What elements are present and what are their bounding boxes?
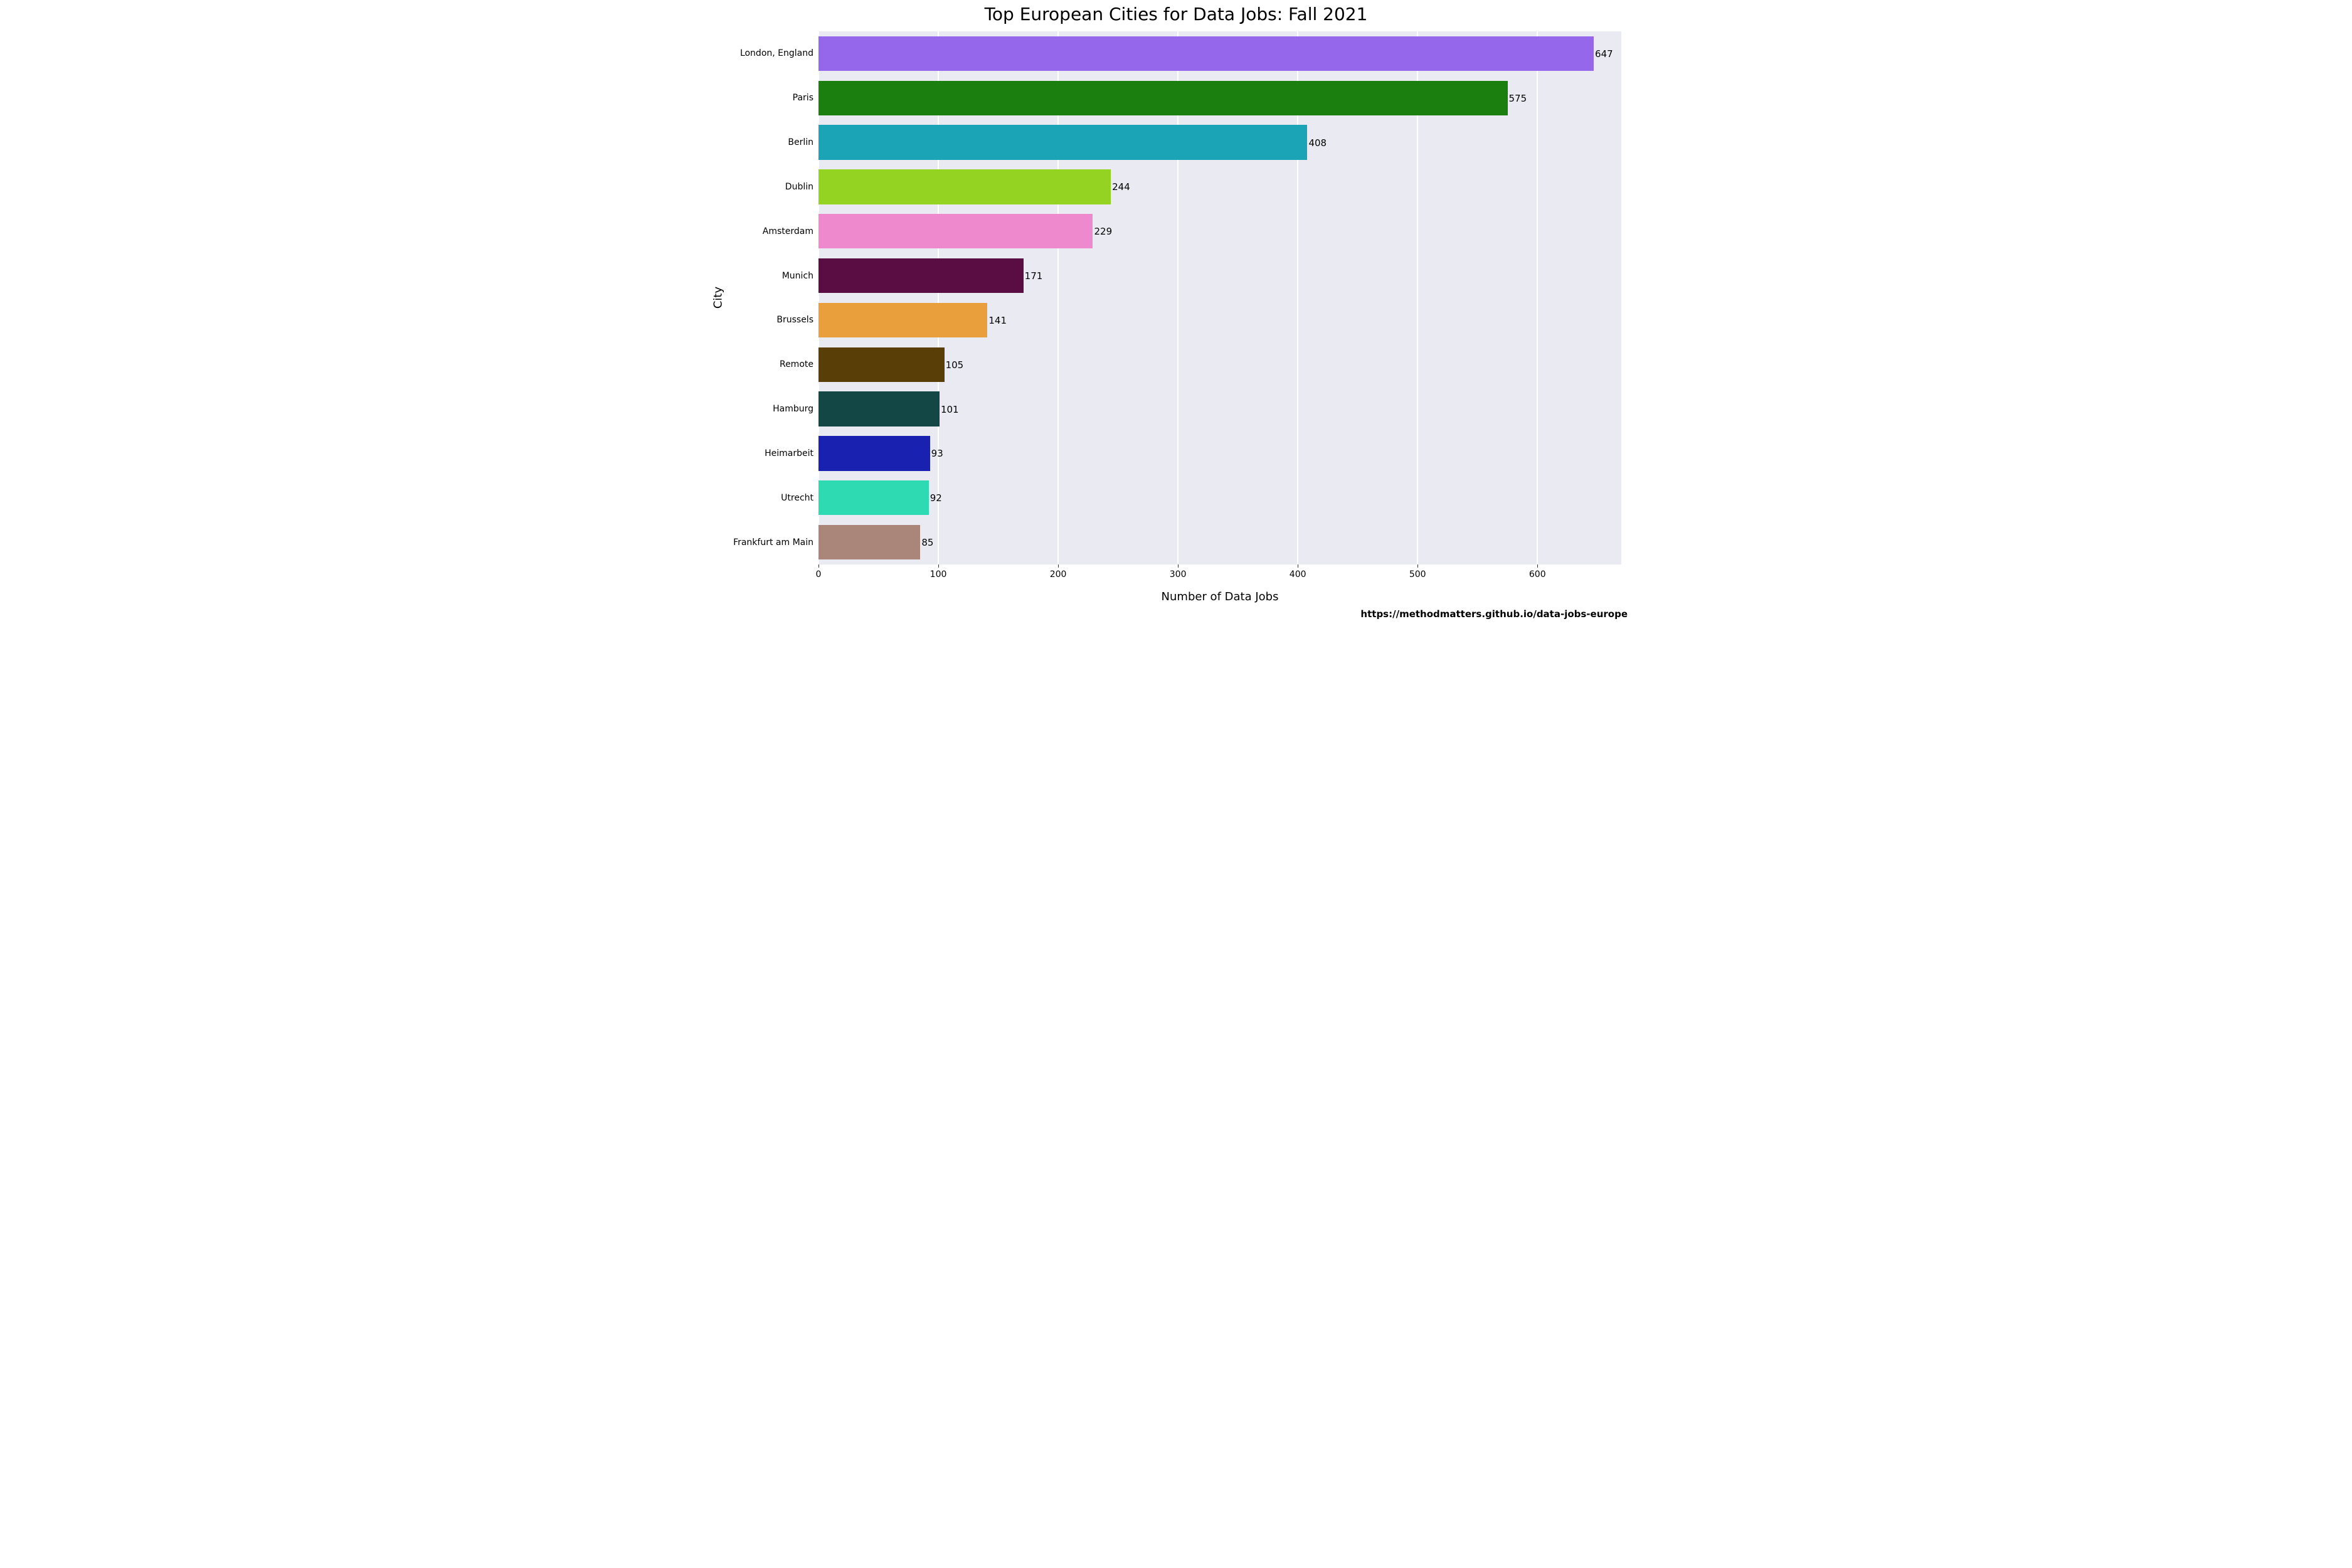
xtick-label: 0 — [816, 569, 822, 580]
bar — [818, 525, 920, 559]
xtick-label: 600 — [1529, 569, 1546, 580]
bar — [818, 169, 1111, 204]
bar-value-label: 244 — [1112, 181, 1130, 193]
xtick-mark — [1178, 564, 1179, 568]
xtick-mark — [1537, 564, 1538, 568]
bar — [818, 347, 945, 382]
ytick-label: Munich — [782, 271, 813, 281]
bar — [818, 36, 1594, 71]
ytick-label: Remote — [780, 359, 813, 369]
xtick-label: 300 — [1170, 569, 1187, 580]
bar — [818, 391, 940, 426]
x-axis-label: Number of Data Jobs — [818, 590, 1621, 603]
xtick-label: 200 — [1050, 569, 1067, 580]
bar-value-label: 101 — [941, 404, 959, 415]
xtick-label: 400 — [1290, 569, 1306, 580]
xtick-mark — [1417, 564, 1418, 568]
chart-root: Top European Cities for Data Jobs: Fall … — [706, 0, 1646, 627]
bar-value-label: 85 — [921, 537, 933, 548]
ytick-label: Berlin — [788, 137, 813, 147]
bar-value-label: 92 — [930, 492, 942, 504]
bar-value-label: 93 — [931, 448, 943, 459]
xtick-mark — [1058, 564, 1059, 568]
bar — [818, 125, 1307, 159]
ytick-label: Paris — [793, 93, 813, 103]
gridline — [1537, 31, 1538, 564]
bar-value-label: 229 — [1094, 226, 1112, 237]
bar — [818, 214, 1093, 248]
ytick-label: Utrecht — [781, 493, 813, 503]
bar — [818, 81, 1508, 115]
bar-value-label: 408 — [1308, 137, 1327, 149]
bar-value-label: 171 — [1025, 270, 1043, 282]
xtick-mark — [938, 564, 939, 568]
ytick-label: Brussels — [776, 315, 813, 325]
ytick-label: London, England — [740, 48, 813, 58]
ytick-label: Amsterdam — [763, 226, 813, 236]
bar — [818, 303, 987, 337]
ytick-label: Dublin — [785, 182, 813, 192]
bar — [818, 436, 930, 470]
bar-value-label: 647 — [1595, 48, 1613, 60]
ytick-label: Hamburg — [773, 404, 813, 414]
xtick-label: 500 — [1409, 569, 1426, 580]
source-link: https://methodmatters.github.io/data-job… — [1360, 608, 1628, 620]
xtick-mark — [818, 564, 819, 568]
plot-area: 647 575 408 244 229 171 141 105 101 93 92 85 — [818, 31, 1621, 564]
chart-title: Top European Cities for Data Jobs: Fall … — [706, 4, 1646, 24]
bar-value-label: 105 — [946, 359, 964, 371]
xtick-label: 100 — [930, 569, 947, 580]
ytick-label: Frankfurt am Main — [733, 538, 813, 548]
bar-value-label: 141 — [988, 315, 1007, 326]
bar — [818, 258, 1024, 293]
y-axis-label: City — [712, 235, 725, 361]
bar-value-label: 575 — [1509, 93, 1527, 104]
bar — [818, 480, 929, 515]
ytick-label: Heimarbeit — [765, 448, 813, 458]
